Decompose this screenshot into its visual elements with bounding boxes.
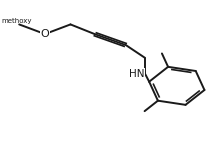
Text: O: O bbox=[41, 29, 49, 39]
Text: methoxy: methoxy bbox=[2, 18, 32, 24]
Text: HN: HN bbox=[129, 69, 145, 79]
